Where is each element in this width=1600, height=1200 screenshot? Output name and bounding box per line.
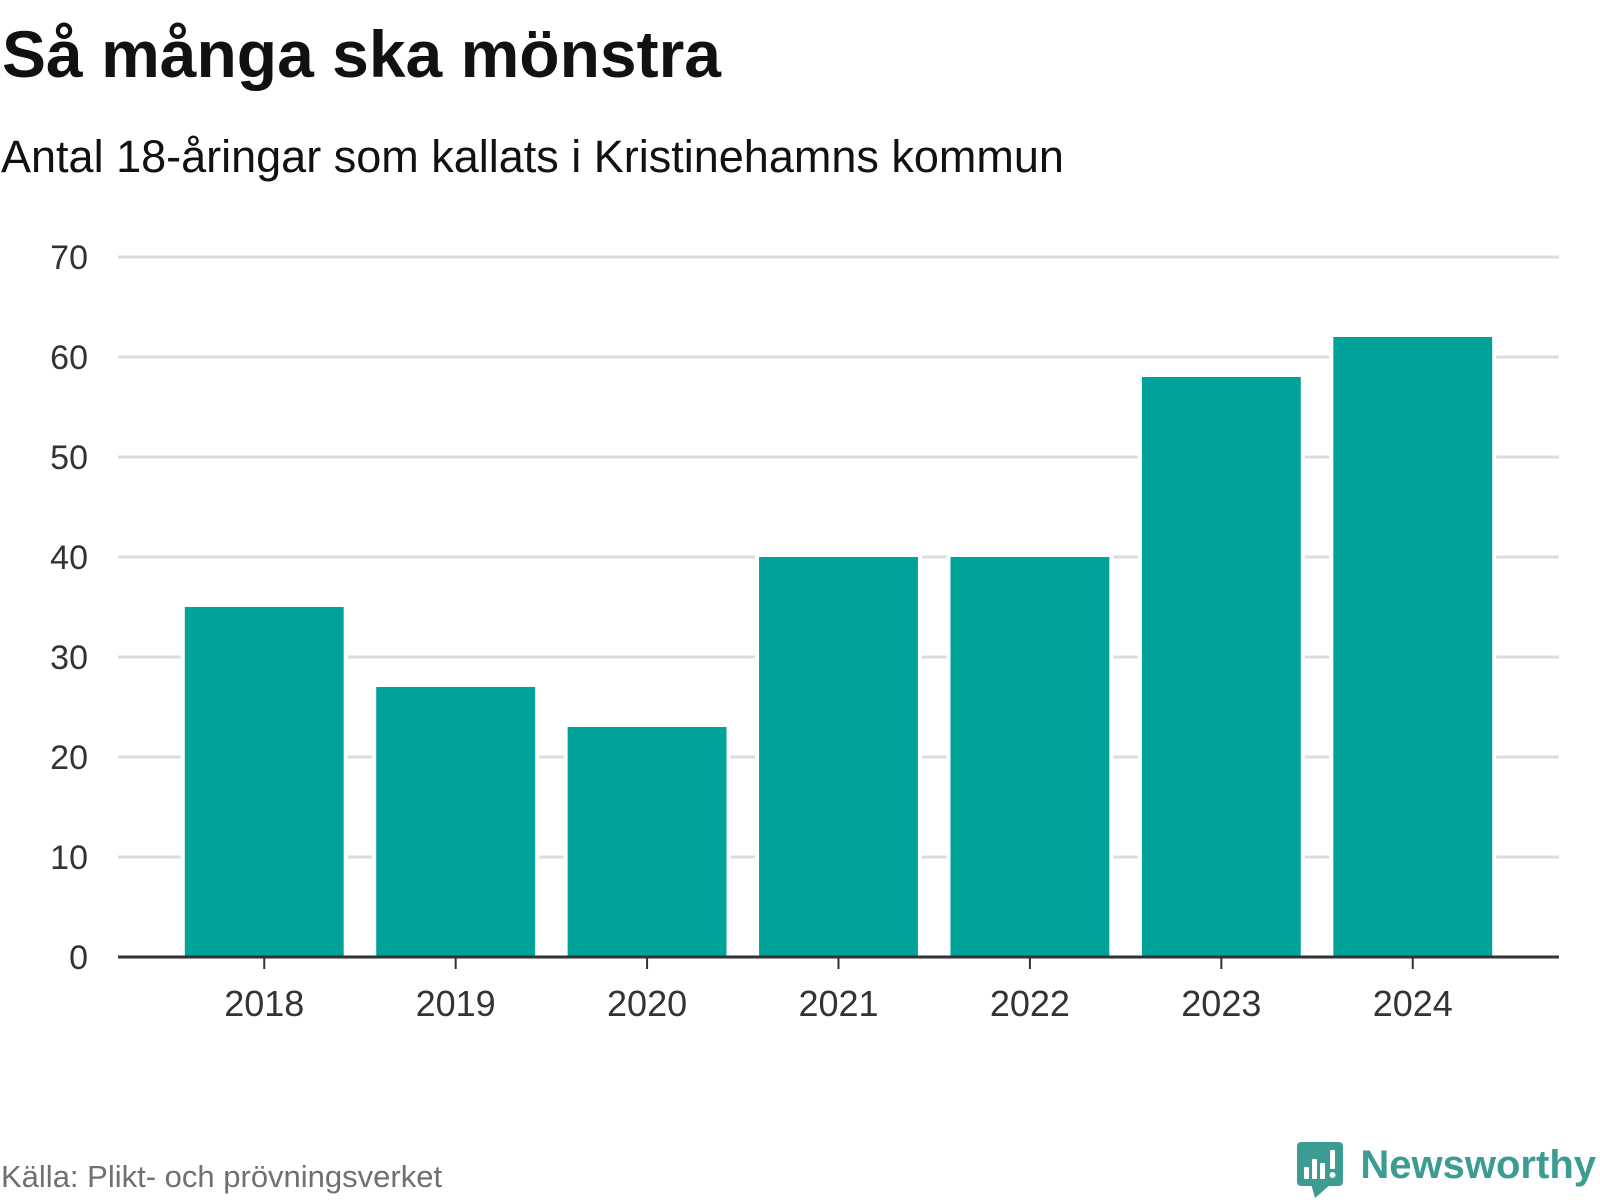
y-tick-label: 40: [50, 539, 88, 577]
y-tick-label: 50: [50, 439, 88, 477]
bar-2019: [372, 683, 540, 961]
x-tick-label: 2020: [607, 983, 687, 1024]
newsworthy-logo-icon: [1297, 1142, 1343, 1198]
bar-2020: [563, 723, 731, 961]
page-subtitle: Antal 18-åringar som kallats i Kristineh…: [1, 131, 1064, 182]
y-tick-label: 0: [69, 939, 88, 977]
x-tick-label: 2023: [1181, 983, 1261, 1024]
x-tick-label: 2024: [1373, 983, 1453, 1024]
bar-2021: [755, 553, 922, 961]
y-tick-label: 30: [50, 639, 88, 677]
bars: [180, 333, 1497, 961]
y-tick-label: 60: [50, 339, 88, 377]
source-note: Källa: Plikt- och prövningsverket: [1, 1159, 442, 1194]
y-tick-label: 10: [50, 839, 88, 877]
bar-2022: [946, 553, 1114, 961]
y-tick-label: 20: [50, 739, 88, 777]
brand-logo-text: Newsworthy: [1360, 1143, 1596, 1187]
x-tick-label: 2021: [798, 983, 878, 1024]
axes: 0 10 20 30 40 50 60 70 2018 2019 2020 2021 2022 2023 2…: [50, 239, 1559, 1024]
y-tick-label: 70: [50, 239, 88, 277]
page-title: Så många ska mönstra: [2, 17, 722, 91]
bar-2024: [1329, 333, 1497, 961]
bar-2018: [180, 603, 348, 961]
bar-2023: [1137, 373, 1305, 961]
x-tick-label: 2018: [224, 983, 304, 1024]
x-tick-label: 2019: [416, 983, 496, 1024]
x-tick-label: 2022: [990, 983, 1070, 1024]
